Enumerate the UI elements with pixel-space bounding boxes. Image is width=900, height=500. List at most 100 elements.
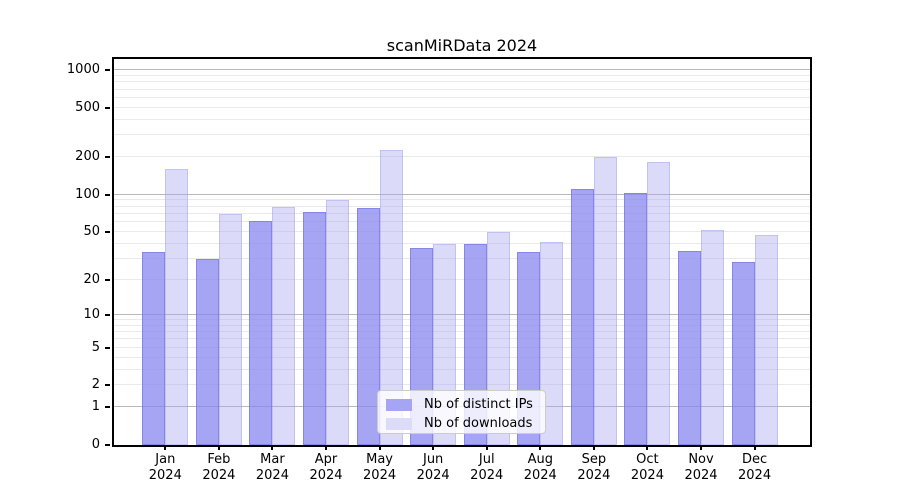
bar-downloads bbox=[165, 169, 189, 445]
gridline-minor bbox=[114, 199, 810, 201]
x-tick bbox=[378, 445, 381, 450]
gridline-major bbox=[114, 69, 810, 71]
x-tick bbox=[753, 445, 756, 450]
x-tick bbox=[539, 445, 542, 450]
gridline-minor bbox=[114, 319, 810, 321]
legend-swatch-distinct-ips bbox=[386, 398, 412, 411]
y-tick-label: 200 bbox=[75, 149, 100, 165]
bar-distinct-ips bbox=[142, 252, 166, 445]
bar-downloads bbox=[701, 229, 724, 445]
y-tick bbox=[105, 406, 110, 409]
x-tick bbox=[700, 445, 702, 450]
x-tick-label: Jun 2024 bbox=[416, 452, 450, 483]
bar-downloads bbox=[326, 200, 349, 445]
gridline-minor bbox=[114, 221, 810, 222]
x-tick bbox=[592, 445, 595, 450]
y-tick bbox=[105, 384, 110, 387]
gridline-minor bbox=[114, 106, 810, 108]
legend-label-distinct-ips: Nb of distinct IPs bbox=[424, 397, 533, 412]
bar-downloads bbox=[379, 149, 403, 445]
bar-distinct-ips bbox=[195, 258, 219, 445]
gridline-minor bbox=[114, 331, 810, 333]
bar-downloads bbox=[218, 213, 242, 445]
bar-downloads bbox=[754, 235, 778, 445]
legend-label-downloads: Nb of downloads bbox=[424, 416, 533, 431]
gridline-minor bbox=[114, 74, 810, 76]
bar-distinct-ips bbox=[249, 221, 273, 445]
gridline-minor bbox=[114, 212, 810, 214]
gridline-minor bbox=[114, 205, 810, 207]
bar-distinct-ips bbox=[678, 250, 701, 445]
x-tick bbox=[325, 445, 327, 450]
legend-row-distinct-ips: Nb of distinct IPs bbox=[386, 396, 537, 413]
x-tick bbox=[485, 445, 488, 450]
bar-distinct-ips bbox=[303, 211, 326, 445]
gridline-minor bbox=[114, 96, 810, 98]
y-tick bbox=[105, 106, 110, 109]
x-tick-label: Oct 2024 bbox=[630, 452, 664, 483]
gridline-minor bbox=[114, 324, 810, 326]
plot-area: Nb of distinct IPs Nb of downloads bbox=[112, 57, 812, 447]
x-tick-label: Jul 2024 bbox=[470, 452, 504, 483]
y-tick bbox=[105, 444, 110, 446]
x-tick bbox=[432, 445, 435, 450]
y-tick-label: 1000 bbox=[66, 62, 100, 78]
y-tick bbox=[105, 346, 110, 349]
bar-downloads bbox=[540, 242, 564, 445]
bar-downloads bbox=[272, 206, 296, 445]
bar-downloads bbox=[647, 162, 671, 445]
gridline-minor bbox=[114, 257, 810, 259]
gridline-minor bbox=[114, 134, 810, 136]
gridline-minor bbox=[114, 230, 810, 232]
legend-swatch-downloads bbox=[386, 417, 412, 430]
x-tick bbox=[217, 445, 220, 450]
bar-distinct-ips bbox=[570, 188, 594, 445]
y-tick-label: 1 bbox=[91, 399, 100, 415]
y-tick-label: 500 bbox=[75, 99, 100, 115]
gridline-minor bbox=[114, 368, 810, 370]
gridline-minor bbox=[114, 346, 810, 348]
legend-row-downloads: Nb of downloads bbox=[386, 415, 537, 432]
gridline-minor bbox=[114, 278, 810, 280]
x-tick-label: Apr 2024 bbox=[309, 452, 343, 483]
x-tick bbox=[646, 445, 649, 450]
gridline-minor bbox=[114, 356, 810, 358]
y-tick-label: 0 bbox=[91, 437, 100, 452]
y-tick bbox=[105, 278, 110, 281]
y-tick bbox=[105, 230, 110, 233]
x-tick-label: May 2024 bbox=[363, 452, 397, 483]
y-tick-label: 20 bbox=[83, 271, 100, 287]
gridline-minor bbox=[114, 81, 810, 83]
x-tick bbox=[271, 445, 274, 450]
y-tick bbox=[105, 69, 110, 72]
bar-distinct-ips bbox=[624, 193, 648, 445]
gridline-minor bbox=[114, 88, 810, 90]
chart-title: scanMiRData 2024 bbox=[386, 36, 538, 55]
x-tick bbox=[164, 445, 167, 450]
gridline-minor bbox=[114, 338, 810, 340]
x-tick-label: Feb 2024 bbox=[202, 452, 236, 483]
gridline-major bbox=[114, 313, 810, 315]
gridline-minor bbox=[114, 242, 810, 244]
gridline-minor bbox=[114, 156, 810, 158]
legend: Nb of distinct IPs Nb of downloads bbox=[377, 390, 546, 434]
x-tick-label: Nov 2024 bbox=[684, 452, 718, 483]
y-tick-label: 50 bbox=[83, 223, 100, 239]
x-tick-label: Mar 2024 bbox=[255, 452, 289, 483]
y-tick-label: 2 bbox=[91, 377, 100, 393]
bar-distinct-ips bbox=[356, 207, 380, 445]
x-tick-label: Sep 2024 bbox=[577, 452, 611, 483]
y-tick-label: 10 bbox=[83, 306, 100, 322]
y-tick-label: 100 bbox=[75, 186, 100, 202]
y-tick bbox=[105, 313, 110, 316]
bar-distinct-ips bbox=[731, 262, 755, 445]
gridline-minor bbox=[114, 118, 810, 120]
gridline-minor bbox=[114, 384, 810, 386]
gridline-major bbox=[114, 193, 810, 195]
x-tick-label: Aug 2024 bbox=[523, 452, 557, 483]
x-tick-label: Jan 2024 bbox=[148, 452, 182, 483]
bar-downloads bbox=[593, 157, 617, 445]
y-tick bbox=[105, 156, 110, 159]
x-tick-label: Dec 2024 bbox=[738, 452, 772, 483]
